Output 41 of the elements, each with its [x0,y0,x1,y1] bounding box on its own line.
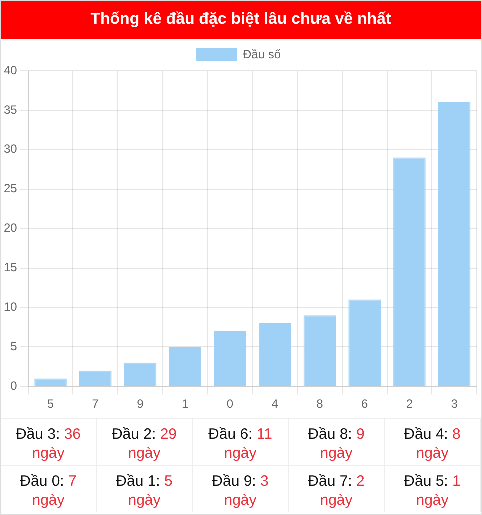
text: Đầu 7: 2 ngày [289,465,385,512]
y-tick-label: 25 [4,182,18,196]
x-tick-label: 3 [451,397,458,412]
x-tick-label: 9 [137,397,144,412]
bar [438,102,471,386]
y-tick-label: 35 [4,102,18,117]
y-tick-label: 5 [10,339,18,354]
x-tick-label: 6 [361,397,368,412]
x-tick-label: 0 [226,397,234,412]
chart-title: Thống kê đầu đặc biệt lâu chưa về nhất [1,1,481,39]
bar [394,158,426,386]
x-tick-label: 7 [92,397,100,412]
legend-label: Đầu số [242,47,282,62]
bar [258,323,292,386]
y-tick-label: 10 [4,300,18,314]
text: Đầu 5: 1 ngày [385,465,481,512]
y-tick-label: 0 [10,378,18,393]
bar [304,316,336,386]
text: Đầu 2: 29 ngày [97,418,193,465]
text: Đầu 4: 8 ngày [385,418,481,465]
bar [34,378,67,386]
y-tick-label: 15 [4,260,18,275]
text: Đầu 8: 9 ngày [289,418,385,465]
bar [169,347,202,386]
x-tick-label: 1 [182,397,190,412]
bar [124,362,157,386]
y-tick-label: 30 [4,142,18,156]
text: Đầu 9: 3 ngày [193,465,289,512]
text: Đầu 1: 5 ngày [97,465,193,512]
text: Đầu 0: 7 ngày [1,465,97,512]
y-tick-label: 40 [4,63,18,78]
x-tick-label: 4 [272,397,279,412]
bar [348,300,381,386]
x-tick-label: 2 [406,397,414,412]
bar [79,370,112,386]
bar [214,331,246,386]
x-tick-label: 5 [47,397,54,412]
text: Đầu 3: 36 ngày [1,418,97,465]
x-tick-label: 8 [316,397,324,412]
text: Đầu 6: 11 ngày [193,418,289,465]
y-tick-label: 20 [4,221,18,236]
